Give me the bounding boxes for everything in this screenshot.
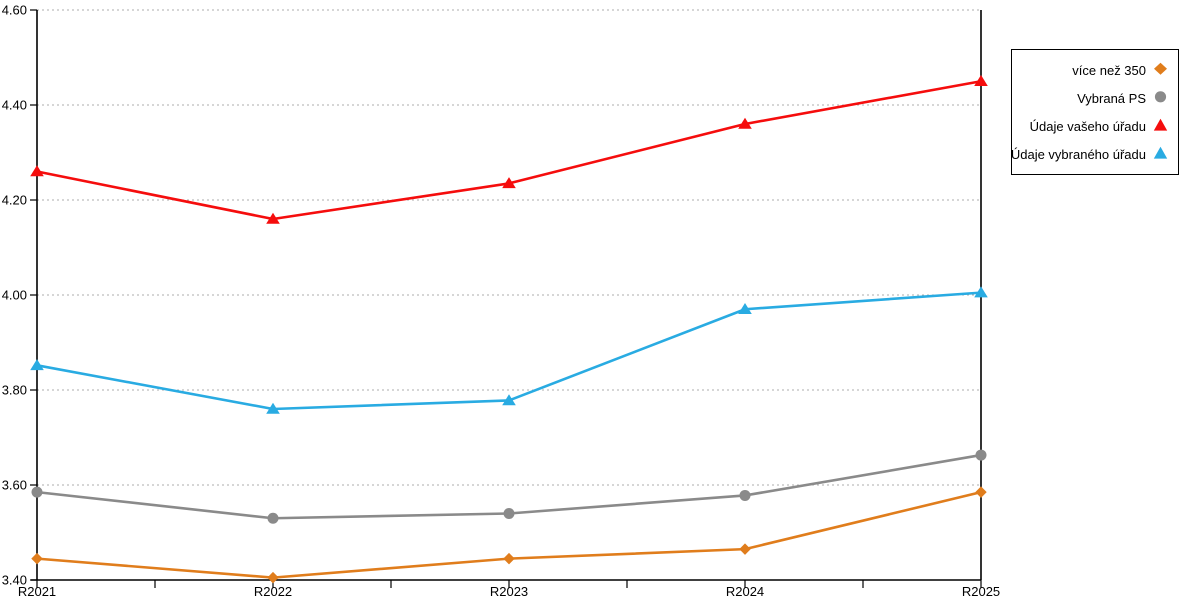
legend-label: více než 350: [1072, 62, 1146, 78]
legend-marker-triangle-icon: [1153, 118, 1169, 135]
series-1-marker-circle-icon: [503, 508, 515, 519]
series-0-marker-diamond-icon: [975, 486, 987, 498]
legend-label: Údaje vašeho úřadu: [1029, 118, 1146, 134]
series-3-marker-triangle-icon: [30, 359, 44, 371]
series-3-marker-triangle-icon: [974, 286, 988, 298]
y-tick-label: 4.60: [2, 3, 27, 18]
y-tick-label: 4.40: [2, 98, 27, 113]
series-line-3: [36, 291, 982, 411]
series-2-marker-triangle-icon: [266, 212, 280, 224]
series-2-marker-triangle-icon: [30, 165, 44, 177]
series-2-marker-triangle-icon: [502, 177, 516, 189]
x-tick-label: R2022: [254, 584, 292, 599]
legend-marker-circle-icon: [1153, 90, 1169, 107]
y-tick-label: 4.00: [2, 288, 27, 303]
chart-legend: více než 350 Vybraná PS Údaje vašeho úřadu…: [1011, 49, 1179, 175]
legend-item: Vybraná PS: [1016, 85, 1169, 111]
legend-marker-diamond-icon: [1153, 62, 1169, 79]
x-tick-label: R2024: [726, 584, 764, 599]
x-tick-label: R2025: [962, 584, 1000, 599]
x-tick-label: R2023: [490, 584, 528, 599]
series-1-marker-circle-icon: [267, 512, 279, 524]
series-line-2: [36, 79, 982, 221]
series-2-marker-triangle-icon: [974, 75, 988, 87]
series-line-0: [36, 490, 982, 579]
series-3-marker-triangle-icon: [738, 303, 752, 315]
series-0-marker-diamond-icon: [31, 552, 43, 565]
legend-label: Vybraná PS: [1077, 90, 1146, 106]
legend-label: Údaje vybraného úřadu: [1010, 146, 1146, 162]
legend-item: Údaje vašeho úřadu: [1016, 113, 1169, 139]
y-tick-label: 3.80: [2, 383, 27, 398]
legend-item: více než 350: [1016, 57, 1169, 83]
series-1-marker-circle-icon: [739, 489, 751, 501]
y-tick-label: 3.40: [2, 573, 27, 588]
series-3-marker-triangle-icon: [502, 394, 516, 406]
x-tick-label: R2021: [18, 584, 56, 599]
y-tick-label: 4.20: [2, 193, 27, 208]
series-1-marker-circle-icon: [31, 486, 43, 498]
series-2-marker-triangle-icon: [738, 117, 752, 129]
y-tick-label: 3.60: [2, 478, 27, 493]
series-0-marker-diamond-icon: [739, 543, 751, 555]
series-3-marker-triangle-icon: [266, 402, 280, 414]
legend-item: Údaje vybraného úřadu: [1011, 141, 1169, 167]
series-1-marker-circle-icon: [975, 449, 987, 461]
legend-marker-triangle-icon: [1153, 146, 1169, 163]
series-0-marker-diamond-icon: [503, 552, 515, 565]
series-0-marker-diamond-icon: [267, 571, 279, 584]
